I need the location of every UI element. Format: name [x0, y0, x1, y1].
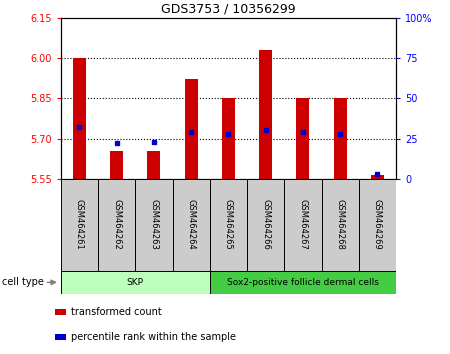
Bar: [321, 179, 359, 271]
Bar: [210, 179, 247, 271]
Bar: [135, 179, 172, 271]
Bar: [259, 50, 272, 179]
Text: percentile rank within the sample: percentile rank within the sample: [71, 332, 236, 342]
Text: GSM464262: GSM464262: [112, 199, 121, 250]
Bar: [61, 271, 210, 294]
Text: cell type: cell type: [2, 277, 44, 287]
Title: GDS3753 / 10356299: GDS3753 / 10356299: [161, 2, 296, 15]
Text: GSM464269: GSM464269: [373, 199, 382, 250]
Bar: [222, 98, 235, 179]
Text: GSM464265: GSM464265: [224, 199, 233, 250]
Bar: [55, 309, 66, 315]
Bar: [210, 271, 396, 294]
Text: GSM464266: GSM464266: [261, 199, 270, 250]
Bar: [98, 179, 135, 271]
Bar: [371, 175, 384, 179]
Bar: [184, 79, 198, 179]
Bar: [55, 334, 66, 339]
Bar: [73, 58, 86, 179]
Text: GSM464261: GSM464261: [75, 199, 84, 250]
Text: GSM464264: GSM464264: [187, 199, 196, 250]
Text: Sox2-positive follicle dermal cells: Sox2-positive follicle dermal cells: [227, 278, 379, 287]
Bar: [247, 179, 284, 271]
Bar: [297, 98, 310, 179]
Bar: [333, 98, 346, 179]
Bar: [284, 179, 321, 271]
Text: GSM464268: GSM464268: [336, 199, 345, 250]
Bar: [110, 150, 123, 179]
Bar: [359, 179, 396, 271]
Text: SKP: SKP: [127, 278, 144, 287]
Text: transformed count: transformed count: [71, 307, 162, 317]
Bar: [172, 179, 210, 271]
Text: GSM464263: GSM464263: [149, 199, 158, 250]
Bar: [61, 179, 98, 271]
Text: GSM464267: GSM464267: [298, 199, 307, 250]
Bar: [147, 150, 160, 179]
